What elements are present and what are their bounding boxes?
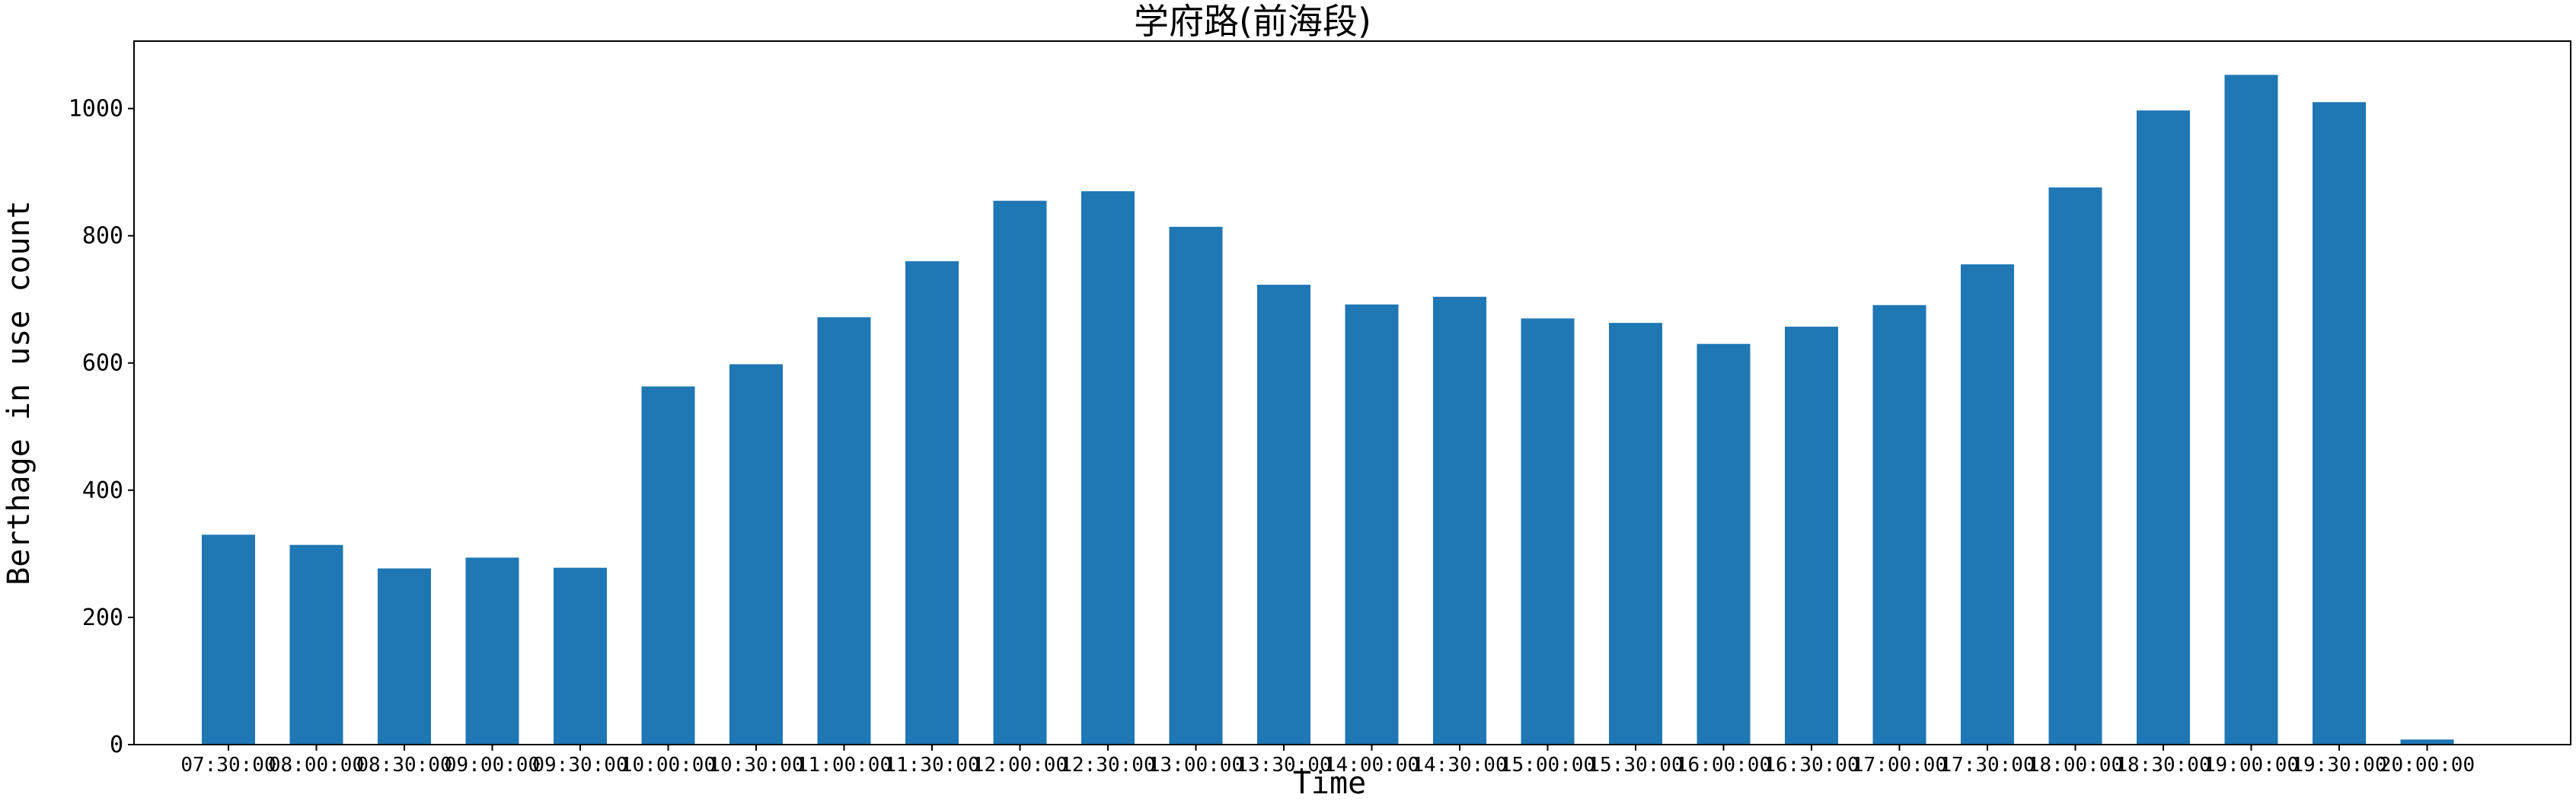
y-axis-ticks: 0 200 400 600 800 1000: [69, 96, 134, 758]
bar-09-00-00: [465, 557, 519, 745]
x-tick-label: 12:00:00: [972, 754, 1068, 777]
x-tick-label: 15:00:00: [1500, 754, 1595, 777]
bar-15-30-00: [1609, 323, 1662, 745]
x-axis-ticks: 07:30:0008:00:0008:30:0009:00:0009:30:00…: [180, 745, 2475, 777]
x-tick-label: 10:00:00: [621, 754, 716, 777]
bar-10-00-00: [641, 386, 695, 745]
x-tick-label: 18:30:00: [2115, 754, 2211, 777]
x-tick-label: 15:30:00: [1588, 754, 1683, 777]
bar-11-30-00: [905, 261, 959, 745]
x-tick-label: 13:00:00: [1148, 754, 1243, 777]
bar-07-30-00: [202, 534, 255, 745]
plot-frame: [133, 40, 2571, 745]
bar-14-30-00: [1433, 296, 1486, 745]
x-tick-label: 07:30:00: [180, 754, 276, 777]
bar-08-30-00: [378, 568, 431, 745]
x-axis-label: Time: [1293, 766, 1366, 801]
x-tick-label: 10:30:00: [708, 754, 803, 777]
bar-08-00-00: [289, 544, 343, 745]
x-tick-label: 17:00:00: [1852, 754, 1947, 777]
x-tick-label: 13:30:00: [1236, 754, 1331, 777]
bar-19-30-00: [2313, 102, 2366, 745]
chart-title: 学府路(前海段): [1134, 1, 1371, 42]
x-tick-label: 19:30:00: [2291, 754, 2386, 777]
x-tick-label: 11:30:00: [884, 754, 979, 777]
y-tick-label: 600: [82, 350, 123, 377]
y-tick-label: 400: [82, 477, 123, 504]
x-tick-label: 17:30:00: [1939, 754, 2035, 777]
x-tick-label: 08:00:00: [269, 754, 364, 777]
bar-13-00-00: [1169, 226, 1223, 745]
y-tick-label: 0: [110, 732, 123, 758]
x-tick-label: 18:00:00: [2028, 754, 2123, 777]
y-tick-label: 800: [82, 223, 123, 250]
bar-20-00-00: [2400, 739, 2454, 745]
x-tick-label: 09:00:00: [445, 754, 540, 777]
y-tick-label: 1000: [69, 96, 123, 123]
x-tick-label: 09:30:00: [532, 754, 627, 777]
bar-16-30-00: [1785, 327, 1838, 745]
x-tick-label: 19:00:00: [2204, 754, 2299, 777]
x-tick-label: 11:00:00: [796, 754, 892, 777]
bar-18-30-00: [2137, 110, 2190, 745]
bar-16-00-00: [1697, 343, 1751, 745]
x-tick-label: 16:00:00: [1676, 754, 1771, 777]
y-axis-label: Berthage in use count: [2, 200, 37, 585]
x-tick-label: 08:30:00: [356, 754, 452, 777]
y-tick-label: 200: [82, 605, 123, 631]
bar-11-00-00: [817, 317, 871, 745]
x-tick-label: 16:30:00: [1764, 754, 1859, 777]
bar-12-00-00: [993, 200, 1047, 745]
bar-18-00-00: [2048, 187, 2102, 745]
x-tick-label: 14:30:00: [1412, 754, 1507, 777]
bar-10-30-00: [729, 364, 783, 745]
bar-12-30-00: [1081, 191, 1135, 745]
x-tick-label: 20:00:00: [2380, 754, 2475, 777]
bar-13-30-00: [1257, 285, 1310, 745]
bar-17-00-00: [1872, 305, 1926, 745]
x-tick-label: 12:30:00: [1060, 754, 1155, 777]
bar-15-00-00: [1521, 318, 1575, 745]
bar-19-00-00: [2224, 75, 2278, 745]
bar-17-30-00: [1961, 264, 2014, 745]
bar-group: [202, 75, 2454, 745]
bar-09-30-00: [554, 567, 607, 745]
bar-14-00-00: [1345, 304, 1399, 745]
x-tick-label: 14:00:00: [1324, 754, 1419, 777]
